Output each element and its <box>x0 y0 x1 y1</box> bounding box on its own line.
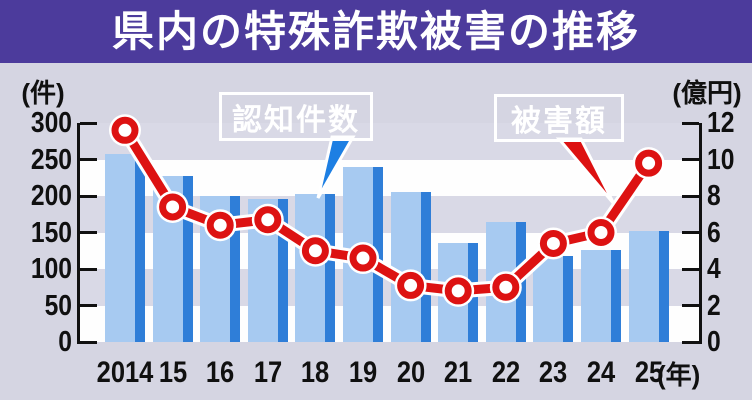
left-axis-tick-label: 250 <box>30 143 72 176</box>
damage-point-18 <box>301 237 329 265</box>
damage-point-16 <box>206 211 234 239</box>
right-axis-tick-label: 0 <box>707 326 721 358</box>
damage-point-24 <box>587 219 615 246</box>
right-axis-line <box>699 123 702 344</box>
x-axis-label-2014: 2014 <box>96 356 154 389</box>
left-axis-tick-label: 300 <box>30 107 72 139</box>
left-axis-tick <box>80 158 97 161</box>
legend-callout-damage: 被害額 <box>497 97 621 139</box>
right-axis-tick-label: 10 <box>707 143 735 176</box>
x-axis-label-19: 19 <box>348 356 378 389</box>
chart-title: 県内の特殊詐欺被害の推移 <box>111 8 640 55</box>
x-axis-label-18: 18 <box>301 356 330 389</box>
right-axis-tick-label: 12 <box>707 107 735 139</box>
legend-damage-pointer <box>555 137 616 205</box>
chart-area: 300 12 250 10 200 8 150 6 100 4 50 2 0 0 2014 15 16 17 18… <box>0 63 752 400</box>
damage-point-19 <box>349 244 377 272</box>
x-axis-label-22: 22 <box>491 356 520 389</box>
left-axis-unit-label: (件) <box>21 78 65 108</box>
damage-point-23 <box>539 229 567 257</box>
right-axis-tick-label: 2 <box>707 289 721 322</box>
x-axis-label-25: 25 <box>634 356 663 389</box>
left-axis-tick <box>80 231 97 234</box>
right-axis-tick-label: 4 <box>707 253 721 285</box>
left-axis-tick-label: 150 <box>30 216 72 249</box>
axis-ticks-layer <box>0 63 752 400</box>
legend-cases-label: 認知件数 <box>232 103 360 137</box>
bar-18 <box>295 193 336 342</box>
right-axis-tick <box>682 194 699 198</box>
left-axis-tick <box>80 340 97 344</box>
right-axis-tick-label: 6 <box>707 216 721 249</box>
right-axis-tick <box>682 231 699 234</box>
x-axis-label-20: 20 <box>396 356 425 389</box>
damage-line-layer <box>109 114 665 307</box>
right-axis-tick <box>682 267 699 271</box>
x-axis-label-16: 16 <box>206 356 235 389</box>
left-axis-tick <box>80 121 97 125</box>
x-axis-label-15: 15 <box>158 356 187 389</box>
x-axis-label-24: 24 <box>586 356 616 389</box>
damage-point-22 <box>492 273 520 301</box>
x-axis-label-23: 23 <box>539 356 568 389</box>
right-axis-unit-label: (億円) <box>672 78 742 108</box>
left-axis-tick <box>80 304 97 307</box>
x-axis-labels-layer: 2014 15 16 17 18 19 20 21 22 23 24 25 <box>0 63 752 400</box>
right-axis-tick <box>682 340 699 344</box>
legend-damage-label: 被害額 <box>511 105 607 138</box>
damage-point-2014 <box>111 116 139 144</box>
right-axis-tick <box>682 158 699 161</box>
bar-2014 <box>105 153 145 342</box>
damage-point-25 <box>635 149 663 177</box>
bar-24 <box>581 250 621 342</box>
bar-20 <box>390 192 431 342</box>
left-axis-tick <box>80 194 97 198</box>
damage-point-21 <box>444 277 472 305</box>
x-axis-unit-label: (年) <box>657 360 701 390</box>
axis-labels-layer: 300 12 250 10 200 8 150 6 100 4 50 2 0 0 <box>0 63 752 400</box>
title-bar: 県内の特殊詐欺被害の推移 <box>0 0 752 63</box>
x-axis-label-17: 17 <box>253 356 282 389</box>
damage-point-20 <box>397 271 425 299</box>
bar-23 <box>533 255 574 342</box>
left-axis-tick-label: 200 <box>30 180 72 212</box>
damage-point-15 <box>159 193 187 221</box>
left-axis-tick <box>80 267 97 271</box>
bar-25 <box>628 231 669 342</box>
legend-cases-pointer <box>316 135 356 199</box>
left-axis-tick-label: 0 <box>58 326 72 358</box>
x-axis-label-21: 21 <box>444 356 473 389</box>
left-axis-tick-label: 50 <box>44 289 72 322</box>
legend-callout-cases: 認知件数 <box>222 95 370 138</box>
left-axis-line <box>77 123 80 344</box>
right-axis-tick-label: 8 <box>707 180 721 212</box>
right-axis-tick <box>682 304 699 307</box>
grid-band <box>80 123 699 160</box>
damage-point-17 <box>254 206 282 234</box>
right-axis-tick <box>682 121 699 125</box>
left-axis-tick-label: 100 <box>30 253 72 285</box>
